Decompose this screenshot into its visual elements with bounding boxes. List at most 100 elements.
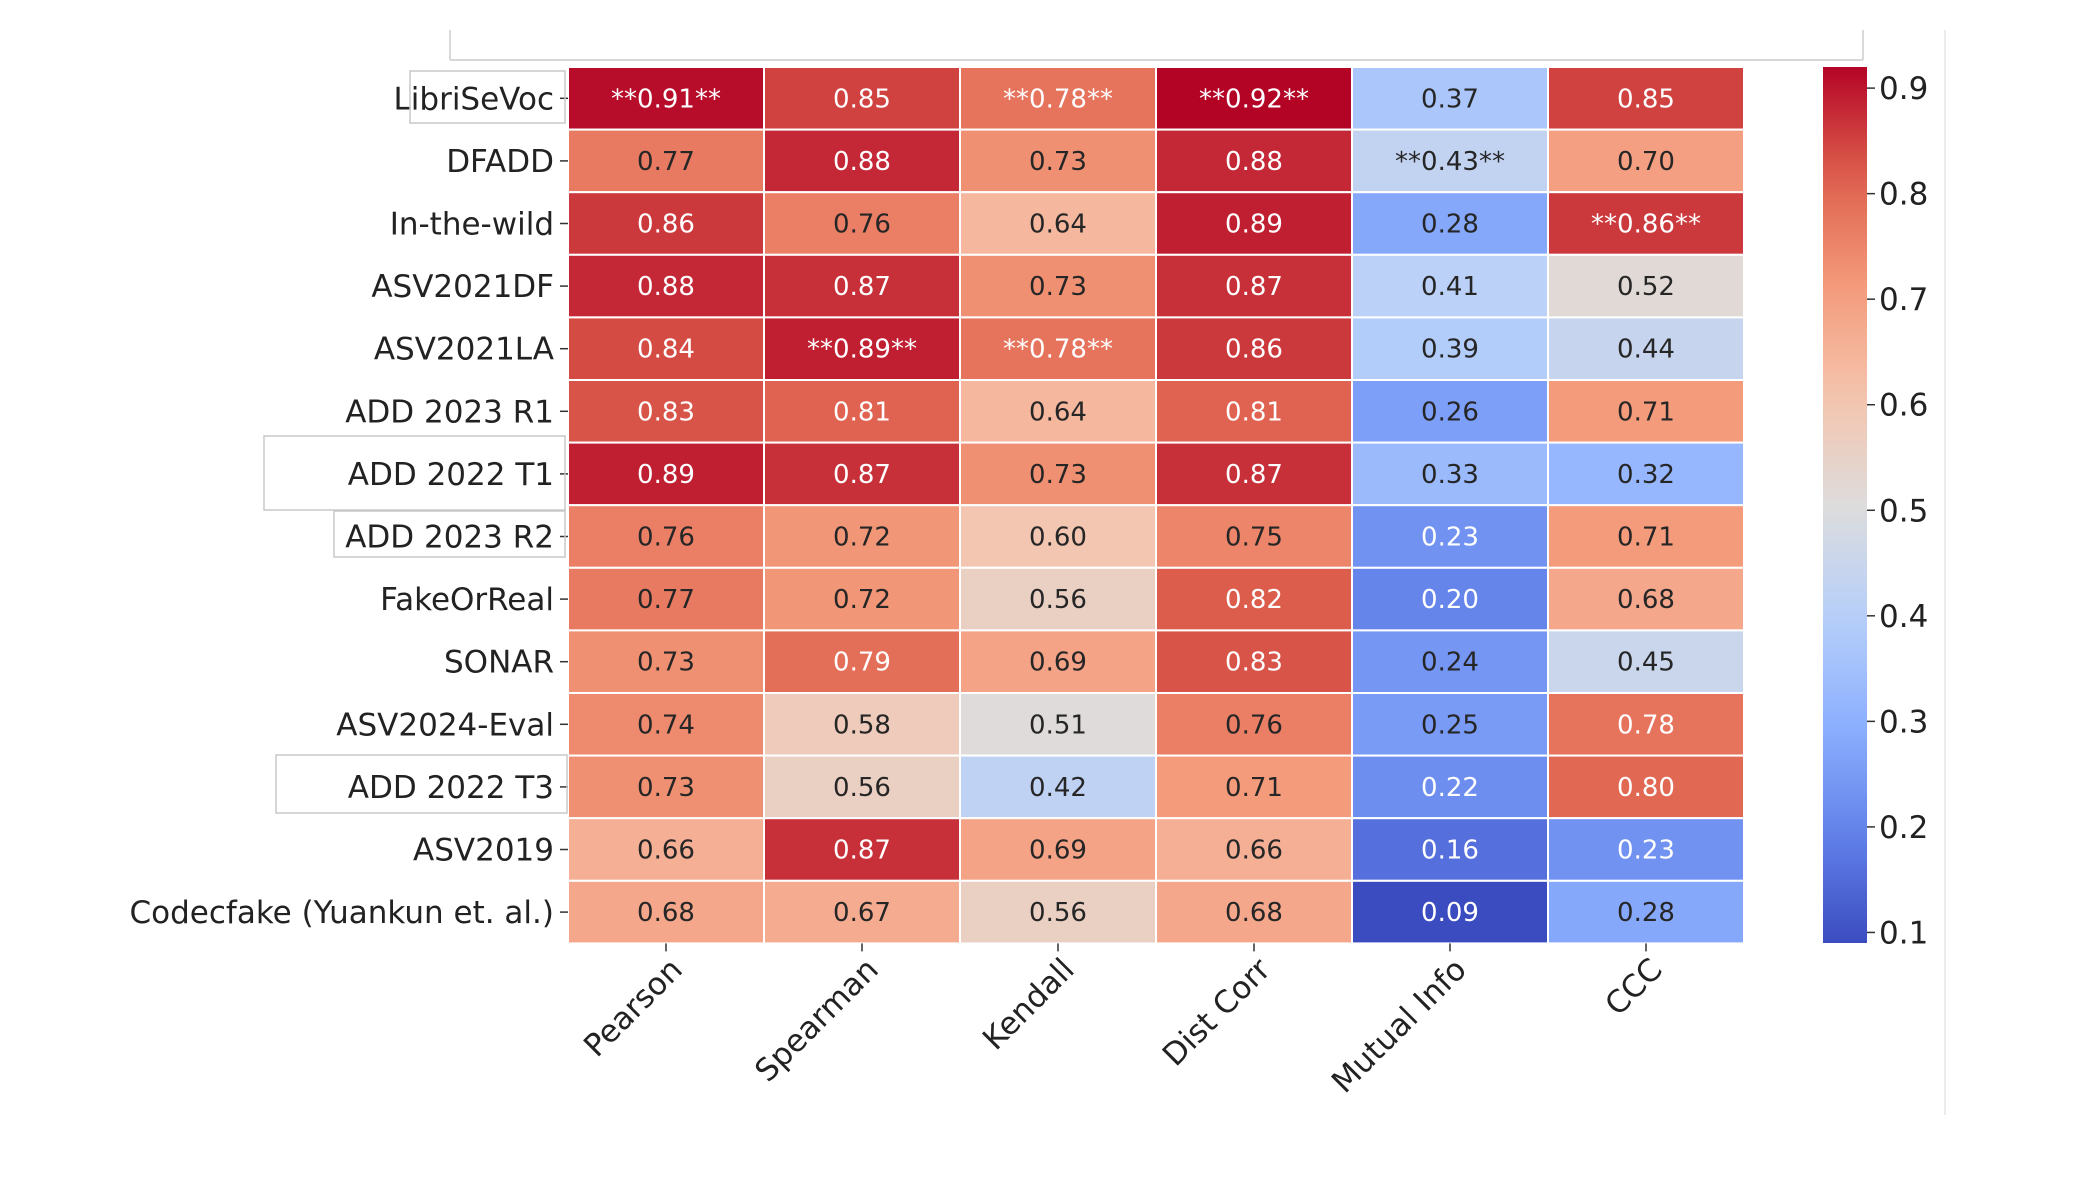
row-label: In-the-wild bbox=[390, 207, 554, 243]
heatmap-cell-value: 0.87 bbox=[833, 460, 891, 490]
heatmap-cell-value: 0.56 bbox=[1029, 898, 1087, 928]
row-label: ADD 2022 T3 bbox=[348, 770, 554, 806]
heatmap-cell-value: 0.23 bbox=[1617, 836, 1675, 866]
heatmap-cell-value: 0.56 bbox=[833, 773, 891, 803]
heatmap-cell-value: 0.26 bbox=[1421, 397, 1479, 427]
heatmap-cell-value: 0.39 bbox=[1421, 335, 1479, 365]
heatmap-cell-value: 0.79 bbox=[833, 648, 891, 678]
row-label: ADD 2023 R1 bbox=[345, 394, 554, 430]
heatmap-cell-value: 0.66 bbox=[1225, 836, 1283, 866]
heatmap-cell-value: 0.75 bbox=[1225, 523, 1283, 553]
heatmap-cell-value: 0.72 bbox=[833, 585, 891, 615]
row-label-highlight-box bbox=[409, 70, 566, 124]
heatmap-cell bbox=[1351, 441, 1549, 507]
colorbar-tick-label: 0.9 bbox=[1879, 71, 1928, 107]
heatmap-cell bbox=[1547, 566, 1745, 632]
heatmap-cell bbox=[567, 316, 765, 381]
heatmap-cell bbox=[1547, 128, 1745, 194]
heatmap-cell-value: **0.89** bbox=[807, 335, 917, 365]
heatmap-cell-value: 0.73 bbox=[1029, 147, 1087, 177]
column-label: CCC bbox=[1598, 952, 1669, 1023]
heatmap-cell bbox=[1155, 316, 1353, 381]
heatmap-cell-value: 0.88 bbox=[1225, 147, 1283, 177]
heatmap-cell-value: 0.76 bbox=[637, 523, 695, 553]
heatmap-cell bbox=[959, 316, 1157, 381]
heatmap-cell-value: 0.85 bbox=[1617, 84, 1675, 114]
heatmap-cell-value: **0.86** bbox=[1591, 210, 1701, 240]
heatmap-cell bbox=[1547, 754, 1745, 820]
heatmap-cell-value: 0.32 bbox=[1617, 460, 1675, 490]
heatmap-cell-value: 0.09 bbox=[1421, 898, 1479, 928]
heatmap-cell bbox=[1547, 817, 1745, 882]
heatmap-cell bbox=[1351, 316, 1549, 381]
heatmap-cell-value: **0.78** bbox=[1003, 335, 1113, 365]
heatmap-cell-value: 0.70 bbox=[1617, 147, 1675, 177]
heatmap-cell-value: 0.71 bbox=[1617, 397, 1675, 427]
heatmap-cell bbox=[1547, 629, 1745, 695]
column-label: Kendall bbox=[976, 952, 1082, 1058]
heatmap-cell bbox=[1547, 66, 1745, 131]
heatmap-cell bbox=[959, 817, 1157, 882]
row-label: ADD 2022 T1 bbox=[348, 457, 554, 493]
heatmap-cell-value: 0.86 bbox=[1225, 335, 1283, 365]
heatmap-cell-value: 0.86 bbox=[637, 210, 695, 240]
heatmap-cell-value: 0.45 bbox=[1617, 648, 1675, 678]
colorbar-tick-label: 0.2 bbox=[1879, 810, 1928, 846]
heatmap-cell-value: 0.22 bbox=[1421, 773, 1479, 803]
heatmap-cell bbox=[1547, 879, 1745, 945]
colorbar-tick-label: 0.7 bbox=[1879, 282, 1928, 318]
heatmap-cell bbox=[567, 66, 765, 131]
heatmap-cell-value: 0.28 bbox=[1617, 898, 1675, 928]
heatmap-cell bbox=[959, 66, 1157, 131]
row-label: ASV2024-Eval bbox=[336, 707, 554, 743]
heatmap-row-labels: LibriSeVoc DFADD In-the-wild ASV2021DF ASV20… bbox=[130, 81, 568, 931]
row-label: DFADD bbox=[446, 144, 554, 180]
heatmap-cell bbox=[959, 128, 1157, 194]
heatmap-cell-value: 0.52 bbox=[1617, 272, 1675, 302]
heatmap-cell-value: 0.64 bbox=[1029, 210, 1087, 240]
row-label-highlight-boxes bbox=[263, 70, 568, 814]
heatmap-cell bbox=[567, 879, 765, 945]
column-label: Dist Corr bbox=[1156, 951, 1278, 1073]
heatmap-cell-value: 0.87 bbox=[833, 836, 891, 866]
heatmap-cell bbox=[763, 191, 961, 256]
heatmap-cell bbox=[1351, 379, 1549, 444]
heatmap-cell-value: 0.69 bbox=[1029, 648, 1087, 678]
heatmap-cell-value: 0.24 bbox=[1421, 648, 1479, 678]
column-label: Spearman bbox=[748, 952, 886, 1090]
heatmap-cell-value: 0.37 bbox=[1421, 84, 1479, 114]
heatmap-cell-value: 0.73 bbox=[637, 648, 695, 678]
heatmap-cell bbox=[1155, 379, 1353, 444]
heatmap-cell-value: 0.87 bbox=[1225, 460, 1283, 490]
heatmap-cell bbox=[1351, 692, 1549, 757]
colorbar-tick-label: 0.3 bbox=[1879, 704, 1928, 740]
heatmap-cell-value: 0.83 bbox=[637, 397, 695, 427]
heatmap-cell bbox=[1351, 566, 1549, 632]
heatmap-cell-value: 0.88 bbox=[637, 272, 695, 302]
heatmap-cell-value: 0.51 bbox=[1029, 710, 1087, 740]
heatmap-cell bbox=[763, 692, 961, 757]
heatmap-cell-value: 0.58 bbox=[833, 710, 891, 740]
heatmap-cell-value: 0.84 bbox=[637, 335, 695, 365]
heatmap-cell-value: 0.85 bbox=[833, 84, 891, 114]
heatmap-cell bbox=[1547, 504, 1745, 569]
heatmap-cell-value: **0.78** bbox=[1003, 84, 1113, 114]
row-label: ADD 2023 R2 bbox=[345, 520, 554, 556]
row-label-highlight-box bbox=[275, 754, 568, 814]
row-label: SONAR bbox=[444, 645, 554, 681]
heatmap-cell-value: 0.71 bbox=[1617, 523, 1675, 553]
heatmap-cell-value: 0.67 bbox=[833, 898, 891, 928]
heatmap-cell-value: 0.44 bbox=[1617, 335, 1675, 365]
heatmap-cell-value: 0.74 bbox=[637, 710, 695, 740]
heatmap-cell-value: **0.92** bbox=[1199, 84, 1309, 114]
row-label: ASV2021DF bbox=[371, 269, 554, 305]
figure-frame-lines bbox=[449, 30, 1946, 1115]
row-label: ASV2019 bbox=[413, 833, 554, 869]
heatmap-cell-value: 0.20 bbox=[1421, 585, 1479, 615]
heatmap-cell-value: 0.66 bbox=[637, 836, 695, 866]
heatmap-cell bbox=[567, 253, 765, 319]
heatmap-cell-value: 0.82 bbox=[1225, 585, 1283, 615]
heatmap-cell-value: 0.77 bbox=[637, 585, 695, 615]
heatmap-cell bbox=[567, 754, 765, 820]
heatmap-cell bbox=[1155, 629, 1353, 695]
